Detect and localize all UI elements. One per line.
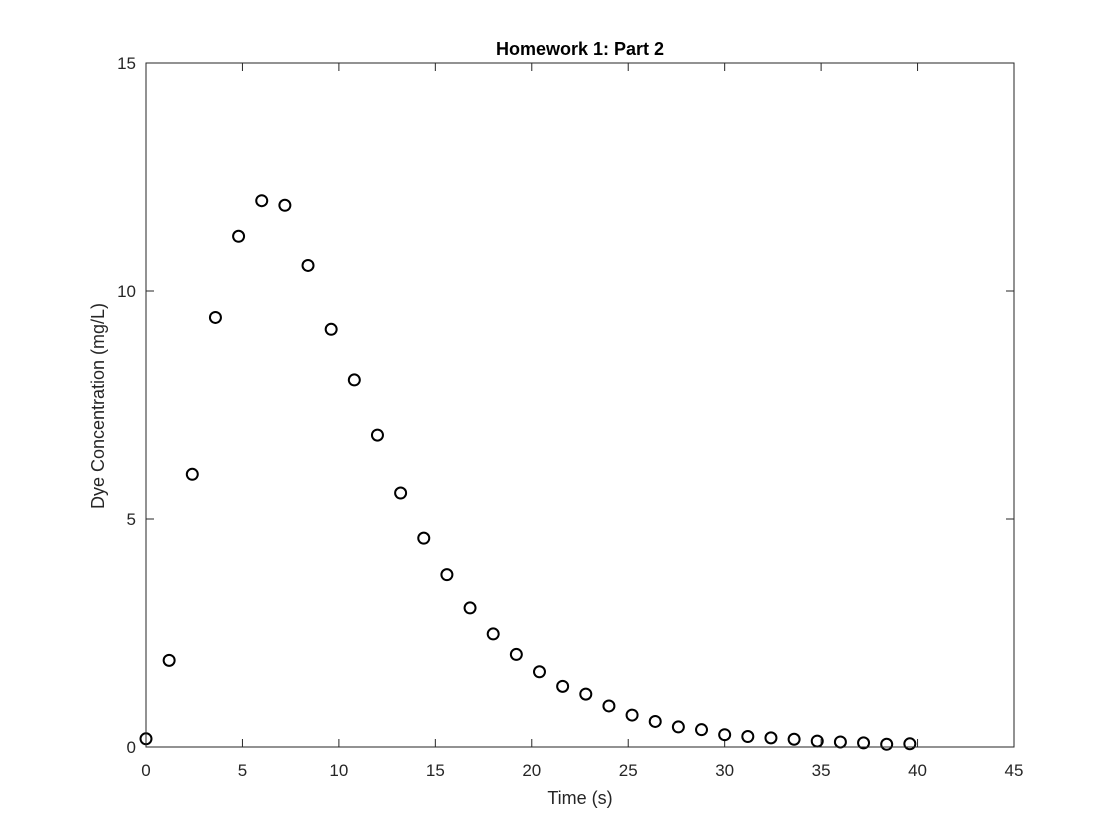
data-point <box>602 699 616 713</box>
x-tick-label: 25 <box>619 761 638 780</box>
data-point <box>764 731 778 745</box>
data-point <box>880 737 894 751</box>
data-point <box>903 737 917 751</box>
data-point <box>185 467 199 481</box>
data-point <box>625 708 639 722</box>
data-point <box>671 720 685 734</box>
data-point <box>278 198 292 212</box>
data-point <box>208 310 222 324</box>
axis-ticks: 0 5 10 15 20 25 30 35 40 45 0 5 10 15 <box>117 54 1023 780</box>
data-point <box>648 714 662 728</box>
data-point <box>695 723 709 737</box>
data-point <box>509 647 523 661</box>
y-tick-label: 5 <box>127 510 136 529</box>
data-point <box>232 229 246 243</box>
y-tick-label: 0 <box>127 738 136 757</box>
data-point <box>394 486 408 500</box>
data-point <box>532 665 546 679</box>
data-point <box>301 258 315 272</box>
x-tick-label: 5 <box>238 761 247 780</box>
data-point <box>556 679 570 693</box>
data-point <box>347 373 361 387</box>
data-point <box>440 568 454 582</box>
y-axis-label-group: Dye Concentration (mg/L) <box>88 303 108 509</box>
x-tick-label: 0 <box>141 761 150 780</box>
data-point <box>324 322 338 336</box>
data-point <box>255 194 269 208</box>
x-tick-label: 10 <box>329 761 348 780</box>
y-tick-label: 10 <box>117 282 136 301</box>
data-point <box>741 730 755 744</box>
x-tick-label: 35 <box>812 761 831 780</box>
data-point <box>857 736 871 750</box>
y-tick-label: 15 <box>117 54 136 73</box>
data-point <box>417 531 431 545</box>
x-axis-label: Time (s) <box>547 788 612 808</box>
y-axis-label: Dye Concentration (mg/L) <box>88 303 108 509</box>
x-tick-label: 45 <box>1005 761 1024 780</box>
data-point <box>787 732 801 746</box>
axes-box <box>145 62 1015 748</box>
data-point <box>718 728 732 742</box>
data-point <box>162 653 176 667</box>
data-point <box>463 601 477 615</box>
data-point <box>579 687 593 701</box>
x-tick-label: 15 <box>426 761 445 780</box>
data-point <box>486 627 500 641</box>
x-tick-label: 20 <box>522 761 541 780</box>
x-tick-label: 30 <box>715 761 734 780</box>
chart-title: Homework 1: Part 2 <box>496 39 664 59</box>
data-point <box>370 428 384 442</box>
x-tick-label: 40 <box>908 761 927 780</box>
